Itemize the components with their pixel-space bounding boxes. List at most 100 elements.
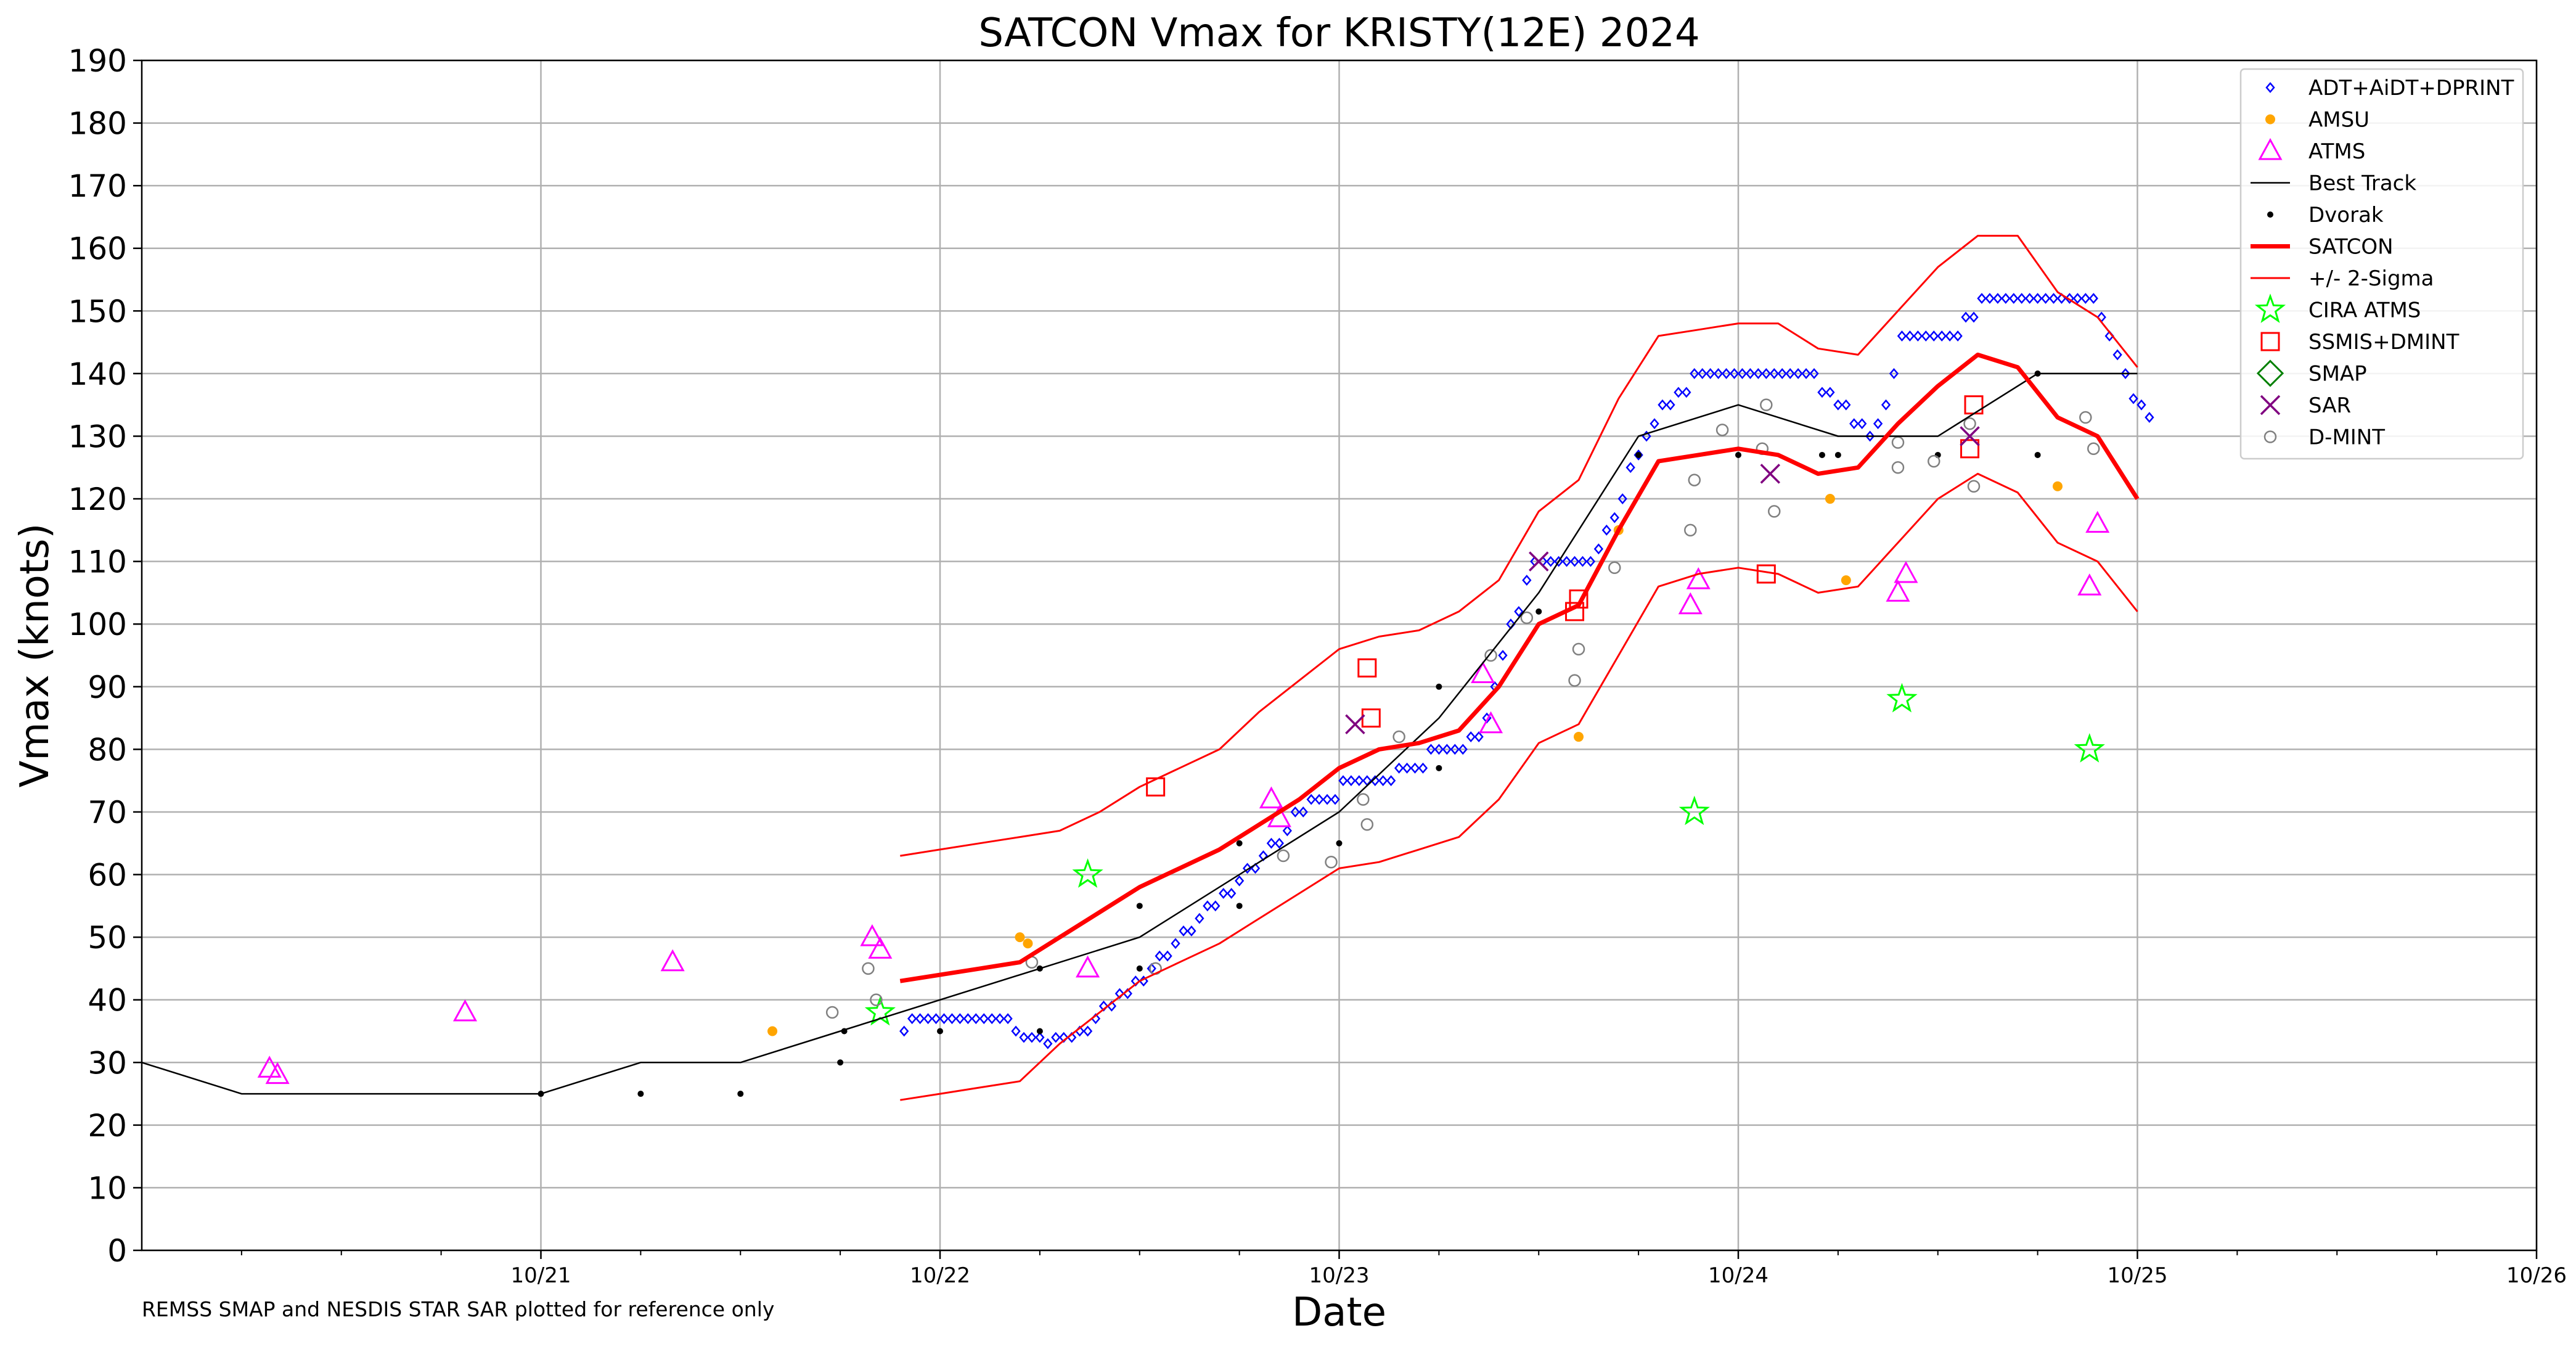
y-tick-label: 170	[68, 168, 127, 204]
dvorak-point	[737, 1091, 744, 1097]
atms-point	[1479, 711, 1503, 734]
adt-aidt-dprint-point	[907, 1013, 917, 1025]
adt-aidt-dprint-point	[931, 1013, 941, 1025]
adt-aidt-dprint-point	[1961, 311, 1971, 323]
d-mint-point	[1484, 649, 1497, 662]
adt-aidt-dprint-point	[1338, 775, 1348, 787]
amsu-point	[1574, 732, 1584, 742]
dvorak-point	[637, 1091, 644, 1097]
y-tick-label: 90	[88, 670, 127, 705]
dvorak-point	[1136, 965, 1143, 972]
adt-aidt-dprint-point	[1114, 988, 1125, 999]
adt-aidt-dprint-point	[1721, 367, 1732, 379]
adt-aidt-dprint-point	[1211, 900, 1221, 912]
adt-aidt-dprint-point	[899, 1025, 909, 1037]
y-tick-label: 70	[88, 795, 127, 830]
adt-aidt-dprint-point	[1825, 387, 1835, 398]
cira-atms-point	[1072, 858, 1103, 888]
adt-aidt-dprint-point	[1418, 762, 1428, 774]
adt-aidt-dprint-point	[2032, 293, 2043, 304]
y-tick-label: 120	[68, 482, 127, 517]
y-tick-label: 50	[88, 920, 127, 956]
adt-aidt-dprint-point	[1897, 330, 1907, 342]
d-mint-point	[1967, 480, 1981, 493]
adt-aidt-dprint-point	[1314, 793, 1324, 805]
adt-aidt-dprint-point	[1011, 1025, 1021, 1037]
dvorak-point	[1336, 840, 1343, 847]
adt-aidt-dprint-point	[1059, 1031, 1069, 1043]
adt-aidt-dprint-point	[1195, 912, 1204, 924]
adt-aidt-dprint-point	[1777, 367, 1787, 379]
d-mint-point	[1325, 855, 1338, 869]
legend-label: +/- 2-Sigma	[2308, 266, 2434, 291]
adt-aidt-dprint-point	[1809, 367, 1819, 379]
cira-atms-point	[1886, 683, 1918, 713]
adt-aidt-dprint-point	[2080, 293, 2090, 304]
adt-aidt-dprint-point	[1426, 744, 1436, 755]
legend-label: Best Track	[2308, 171, 2416, 196]
adt-aidt-dprint-point	[2128, 393, 2138, 404]
adt-aidt-dprint-point	[1322, 793, 1332, 805]
adt-aidt-dprint-point	[1163, 950, 1172, 962]
ssmis-dmint-point	[1357, 658, 1377, 678]
x-axis: 10/21 10/22 10/23 10/24 10/25 10/26	[240, 1250, 2567, 1288]
atms-point	[860, 924, 885, 946]
dvorak-point	[837, 1059, 844, 1066]
legend-label: SAR	[2308, 393, 2351, 418]
adt-aidt-dprint-point	[1706, 367, 1715, 379]
d-mint-point	[2079, 411, 2092, 424]
legend-marker	[2267, 211, 2273, 218]
legend-label: ADT+AiDT+DPRINT	[2308, 76, 2514, 100]
y-tick-label: 40	[88, 983, 127, 1019]
dvorak-point	[1735, 451, 1741, 458]
adt-aidt-dprint-point	[1817, 387, 1827, 398]
y-tick-label: 140	[68, 356, 127, 392]
adt-aidt-dprint-point	[947, 1013, 957, 1025]
adt-aidt-dprint-point	[1561, 556, 1572, 567]
adt-aidt-dprint-point	[1187, 925, 1196, 937]
y-tick-label: 110	[68, 544, 127, 580]
adt-aidt-dprint-point	[1410, 762, 1420, 774]
adt-aidt-dprint-point	[1082, 1025, 1093, 1037]
x-tick-label: 10/24	[1708, 1263, 1768, 1288]
adt-aidt-dprint-point	[1690, 367, 1699, 379]
adt-aidt-dprint-point	[1593, 543, 1604, 555]
amsu-point	[1023, 938, 1033, 949]
dvorak-point	[937, 1028, 943, 1035]
adt-aidt-dprint-point	[2112, 349, 2122, 361]
adt-aidt-dprint-point	[971, 1013, 981, 1025]
best-track-line	[141, 372, 2138, 1095]
adt-aidt-dprint-point	[1666, 399, 1675, 411]
adt-aidt-dprint-point	[1043, 1038, 1053, 1049]
adt-aidt-dprint-point	[1801, 367, 1811, 379]
adt-aidt-dprint-point	[2048, 293, 2059, 304]
sar-point	[1960, 426, 1980, 446]
adt-aidt-dprint-point	[1698, 367, 1707, 379]
adt-aidt-dprint-point	[2072, 293, 2083, 304]
legend-marker	[2265, 114, 2275, 125]
adt-aidt-dprint-point	[1969, 311, 1979, 323]
adt-aidt-dprint-point	[1889, 367, 1899, 379]
amsu-point	[1825, 494, 1835, 504]
adt-aidt-dprint-point	[1985, 293, 1995, 304]
dvorak-point	[1818, 451, 1825, 458]
cira-atms-point	[2074, 732, 2105, 763]
d-mint-point	[1520, 611, 1534, 625]
d-mint-point	[1891, 461, 1905, 474]
adt-aidt-dprint-point	[1035, 1031, 1045, 1043]
adt-aidt-dprint-point	[1729, 367, 1740, 379]
adt-aidt-dprint-point	[1290, 806, 1300, 818]
d-mint-point	[1572, 642, 1585, 656]
adt-aidt-dprint-point	[987, 1013, 997, 1025]
adt-aidt-dprint-point	[1402, 762, 1412, 774]
x-tick-label: 10/21	[511, 1263, 571, 1288]
dvorak-point	[1436, 765, 1442, 771]
adt-aidt-dprint-point	[1298, 806, 1308, 818]
y-tick-label: 80	[88, 732, 127, 768]
dvorak-point	[1834, 451, 1841, 458]
legend-marker	[2260, 332, 2280, 351]
adt-aidt-dprint-point	[1155, 950, 1164, 962]
d-mint-point	[1715, 424, 1729, 437]
amsu-point	[1015, 932, 1025, 943]
